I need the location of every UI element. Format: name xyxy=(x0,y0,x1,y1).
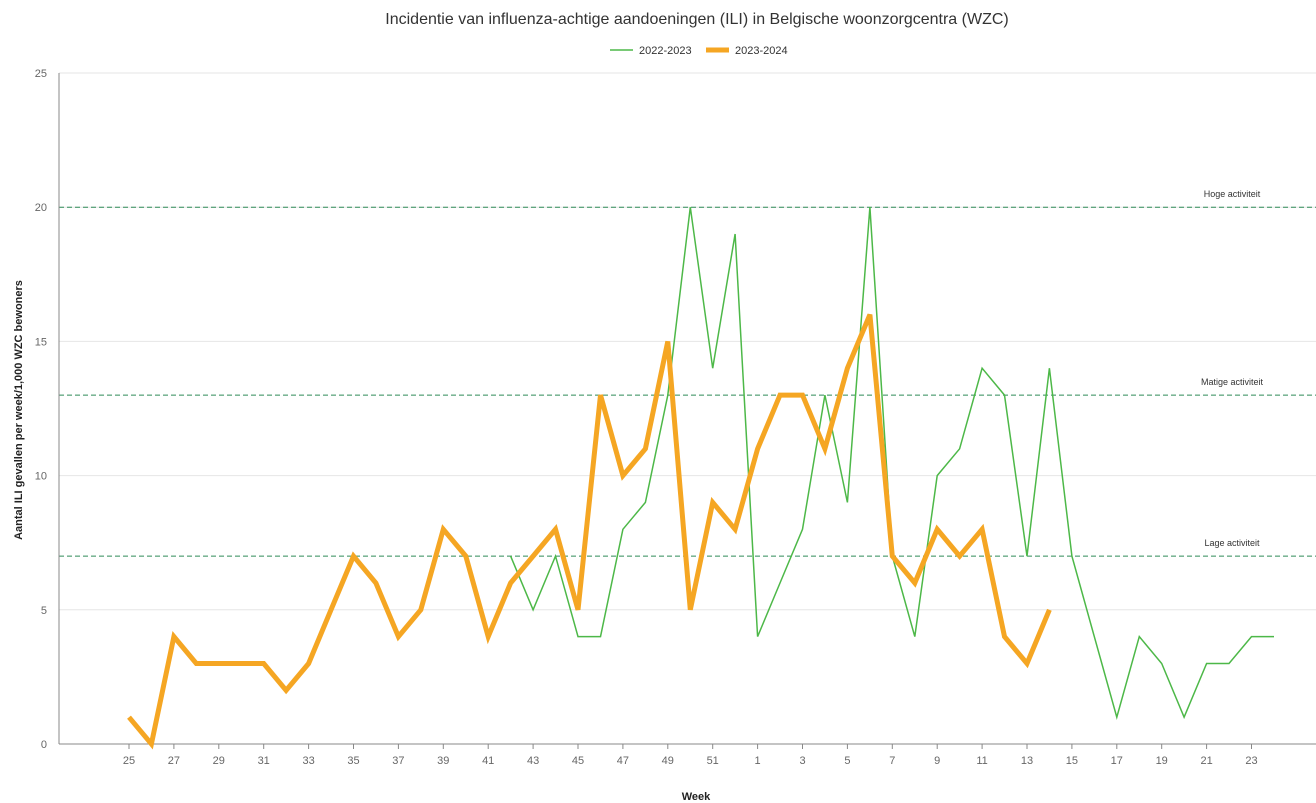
x-tick-labels: 25 27 29 31 33 35 37 39 41 43 45 47 49 51 1 3 5 7 9 11 13 15 1… xyxy=(123,744,1258,767)
series-line-2022-2023 xyxy=(509,207,1274,720)
x-tick-5: 5 xyxy=(844,755,850,767)
x-tick-51: 51 xyxy=(707,755,719,767)
y-tick-10: 10 xyxy=(35,471,47,483)
y-tick-labels: 0 5 10 15 20 25 xyxy=(35,68,47,751)
y-tick-0: 0 xyxy=(41,739,47,751)
legend-label-2022-2023: 2022-2023 xyxy=(639,45,692,57)
chart-title: Incidentie van influenza-achtige aandoen… xyxy=(385,11,1008,28)
x-tick-25: 25 xyxy=(123,755,135,767)
series-line-2023-2024 xyxy=(127,313,1052,750)
x-tick-33: 33 xyxy=(302,755,314,767)
x-tick-31: 31 xyxy=(258,755,270,767)
threshold-lines: Hoge activiteit Matige activiteit Lage act… xyxy=(59,189,1316,557)
x-tick-7: 7 xyxy=(889,755,895,767)
x-tick-47: 47 xyxy=(617,755,629,767)
legend-label-2023-2024: 2023-2024 xyxy=(735,45,788,57)
x-tick-3: 3 xyxy=(799,755,805,767)
gridlines xyxy=(59,72,1316,611)
x-tick-9: 9 xyxy=(934,755,940,767)
threshold-label-0: Hoge activiteit xyxy=(1204,189,1261,199)
y-tick-15: 15 xyxy=(35,336,47,348)
x-tick-15: 15 xyxy=(1066,755,1078,767)
x-tick-29: 29 xyxy=(213,755,225,767)
y-axis-label: Aantal ILI gevallen per week/1,000 WZC b… xyxy=(13,280,25,540)
x-tick-27: 27 xyxy=(168,755,180,767)
threshold-label-2: Lage activiteit xyxy=(1204,538,1260,548)
x-tick-13: 13 xyxy=(1021,755,1033,767)
x-tick-39: 39 xyxy=(437,755,449,767)
x-tick-17: 17 xyxy=(1111,755,1123,767)
y-tick-25: 25 xyxy=(35,68,47,80)
x-tick-41: 41 xyxy=(482,755,494,767)
series-lines xyxy=(127,207,1274,750)
y-tick-5: 5 xyxy=(41,605,47,617)
x-tick-49: 49 xyxy=(662,755,674,767)
threshold-label-1: Matige activiteit xyxy=(1201,377,1264,387)
x-tick-23: 23 xyxy=(1245,755,1257,767)
y-tick-20: 20 xyxy=(35,202,47,214)
legend-item-2022-2023[interactable]: 2022-2023 xyxy=(610,45,692,57)
legend-item-2023-2024[interactable]: 2023-2024 xyxy=(706,45,788,57)
x-tick-43: 43 xyxy=(527,755,539,767)
x-tick-21: 21 xyxy=(1200,755,1212,767)
x-tick-1: 1 xyxy=(755,755,761,767)
x-tick-19: 19 xyxy=(1156,755,1168,767)
x-tick-11: 11 xyxy=(976,755,987,767)
axes xyxy=(58,73,1316,745)
x-tick-35: 35 xyxy=(347,755,359,767)
x-tick-45: 45 xyxy=(572,755,584,767)
x-axis-label: Week xyxy=(682,791,711,803)
x-tick-37: 37 xyxy=(392,755,404,767)
legend: 2022-2023 2023-2024 xyxy=(610,45,788,57)
